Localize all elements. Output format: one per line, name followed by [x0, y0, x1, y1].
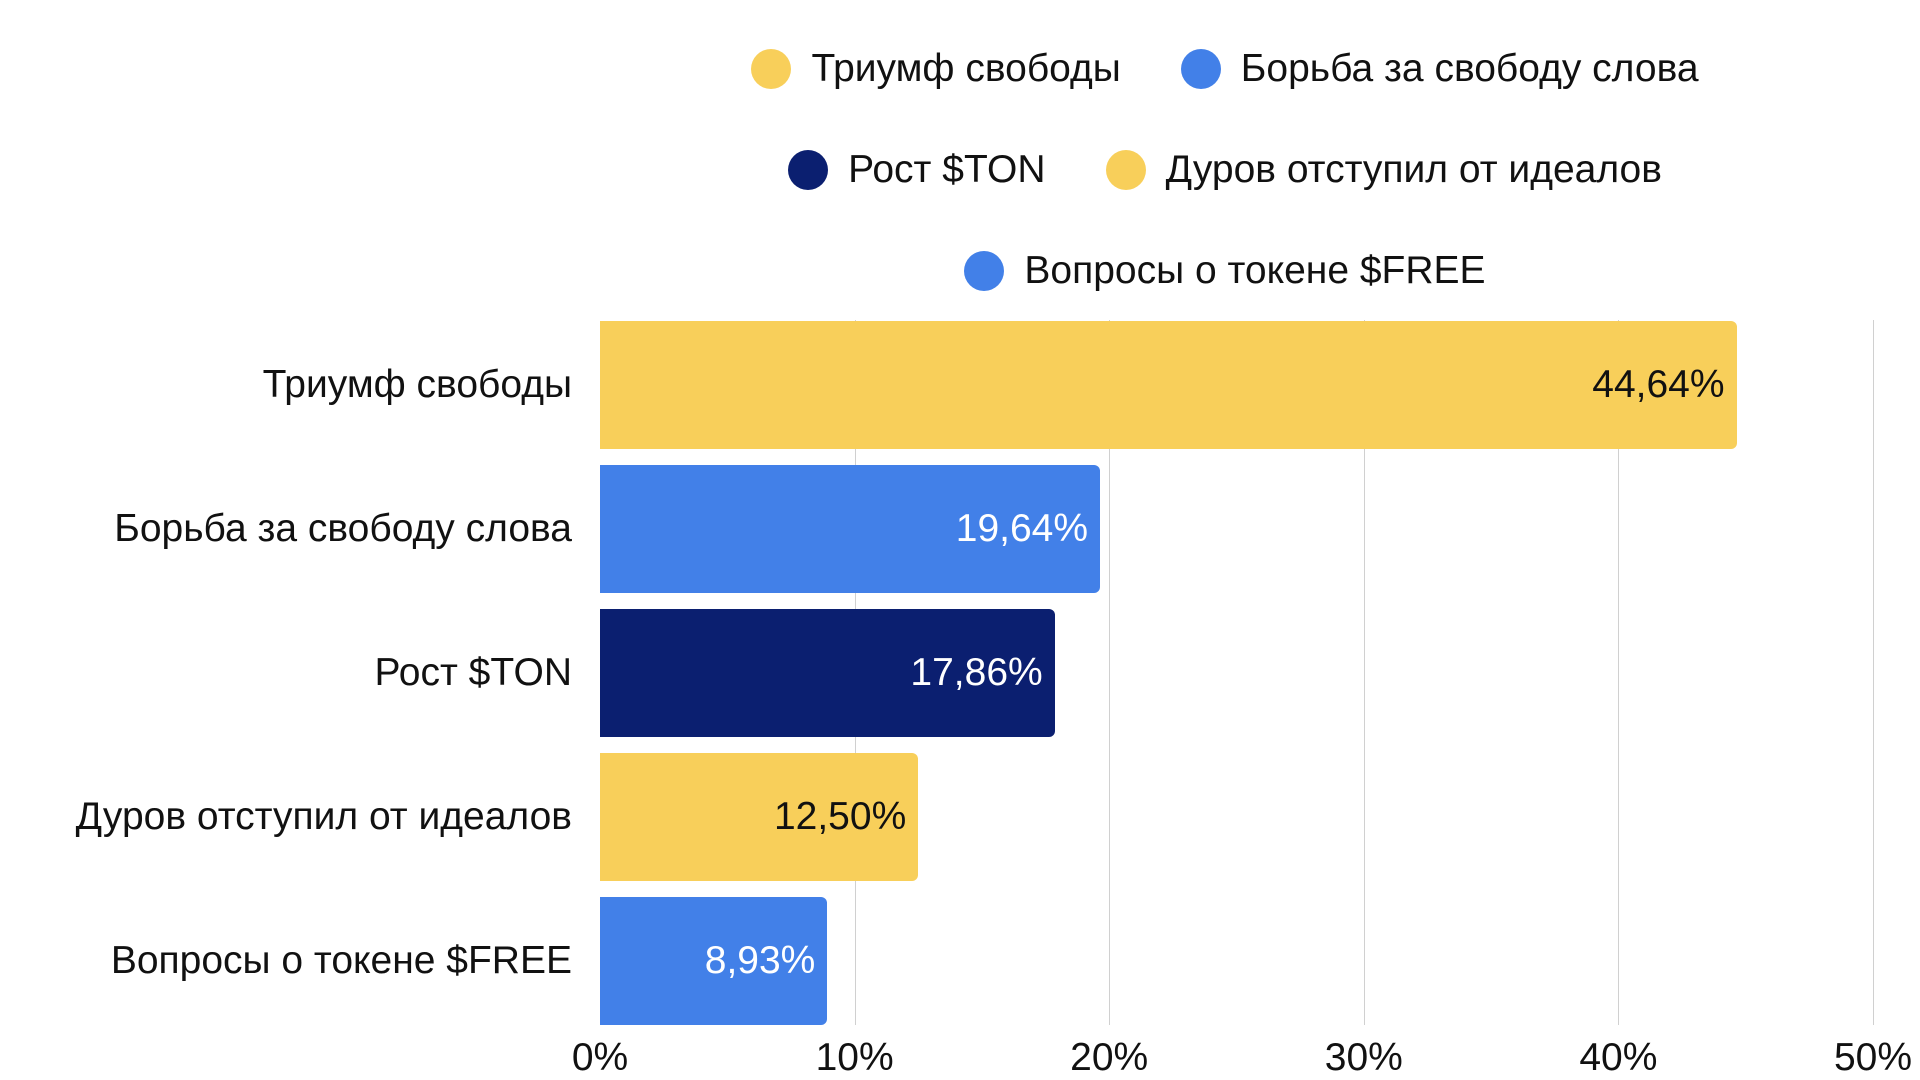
legend-marker	[751, 48, 792, 89]
legend-row: Триумф свободы Борьба за свободу слова	[625, 18, 1825, 119]
legend-label: Вопросы о токене $FREE	[1024, 248, 1486, 292]
legend: Триумф свободы Борьба за свободу слова Рос…	[625, 18, 1825, 321]
legend-marker	[964, 250, 1005, 291]
legend-label: Дуров отступил от идеалов	[1165, 147, 1662, 191]
gridline	[1363, 320, 1365, 1025]
x-tick-label: 0%	[571, 1036, 629, 1079]
gridline	[1618, 320, 1620, 1025]
legend-item: Борьба за свободу слова	[1180, 46, 1699, 91]
x-tick-label: 10%	[815, 1036, 894, 1079]
bar-value-label: 44,64%	[1592, 363, 1725, 406]
legend-item: Дуров отступил от идеалов	[1105, 147, 1662, 192]
bar-value-label: 12,50%	[773, 795, 907, 838]
category-label: Вопросы о токене $FREE	[110, 939, 572, 982]
bar	[600, 321, 1737, 449]
category-label: Триумф свободы	[262, 363, 572, 406]
bar	[600, 753, 919, 881]
legend-marker	[1105, 149, 1146, 190]
legend-item: Триумф свободы	[751, 46, 1121, 91]
legend-item: Рост $TON	[788, 148, 1046, 192]
bar-value-label: 8,93%	[704, 939, 816, 982]
gridline	[1873, 320, 1874, 1025]
bar-value-label: 19,64%	[955, 507, 1089, 550]
legend-label: Триумф свободы	[811, 46, 1121, 90]
x-tick-label: 30%	[1324, 1036, 1403, 1079]
gridline	[1109, 320, 1111, 1025]
x-tick-label: 40%	[1579, 1036, 1658, 1079]
bar	[600, 897, 828, 1025]
legend-item: Вопросы о токене $FREE	[964, 248, 1486, 293]
bar	[600, 609, 1055, 737]
legend-row: Вопросы о токене $FREE	[625, 220, 1825, 321]
legend-row: Рост $TON Дуров отступил от идеалов	[625, 119, 1825, 220]
category-label: Рост $TON	[374, 651, 573, 694]
legend-marker	[1180, 48, 1221, 89]
bar-value-label: 17,86%	[910, 651, 1043, 694]
x-tick-label: 20%	[1070, 1036, 1149, 1079]
category-label: Дуров отступил от идеалов	[75, 795, 572, 838]
legend-label: Борьба за свободу слова	[1240, 46, 1699, 90]
x-tick-label: 50%	[1833, 1036, 1913, 1079]
legend-label: Рост $TON	[848, 147, 1046, 191]
bar	[600, 465, 1101, 593]
category-label: Борьба за свободу слова	[114, 507, 572, 550]
legend-marker	[788, 149, 829, 190]
